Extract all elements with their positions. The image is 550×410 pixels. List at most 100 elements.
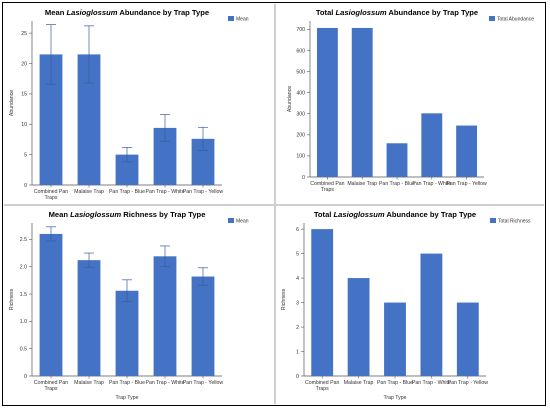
x-tick-label: Malaise Trap [74,189,104,195]
x-tick-label: Pan Trap - Yellow [446,181,487,187]
x-tick-label: Malaise Trap [347,181,377,187]
y-tick-label: 3 [296,300,299,306]
x-tick-label: Traps [316,386,329,392]
x-tick-label: Traps [44,386,57,392]
y-tick-label: 4 [296,276,299,282]
chart-title-italic: Lasioglossum [66,8,117,17]
bar [191,276,215,376]
x-axis-label: Trap Type [383,395,406,401]
y-tick-label: 6 [296,227,299,233]
bar [316,27,338,177]
x-tick-label: Pan Trap - White [146,189,185,195]
bar [421,113,443,177]
bar [77,54,101,185]
legend-label: Mean [236,17,249,23]
y-tick-label: 1.0 [20,319,27,325]
y-tick-label: 200 [296,133,305,139]
chart-total-abundance: Total Lasioglossum Abundance by Trap Typ… [287,8,534,193]
x-tick-label: Combined Pan [34,380,68,386]
bar [384,302,406,376]
bar [153,127,177,185]
y-tick-label: 2 [296,325,299,331]
x-tick-label: Pan Trap - White [412,181,451,187]
bar [39,233,63,376]
chart-title-italic: Lasioglossum [334,210,385,219]
x-tick-label: Malaise Trap [344,380,374,386]
y-axis-label: Richness [9,288,15,310]
x-tick-label: Traps [44,195,57,201]
x-tick-label: Pan Trap - White [146,380,185,386]
chart-title: Mean Lasioglossum Abundance by Trap Type [45,8,209,17]
y-tick-label: 600 [296,48,305,54]
y-tick-label: 100 [296,154,305,160]
x-tick-label: Malaise Trap [74,380,104,386]
legend-swatch [228,218,234,223]
panel-mean-richness: Mean Lasioglossum Richness by Trap Type 0… [4,206,274,404]
chart-title: Total Lasioglossum Abundance by Trap Typ… [314,210,476,219]
x-tick-label: Pan Trap - Yellow [448,380,489,386]
chart-title: Mean Lasioglossum Richness by Trap Type [49,210,206,219]
chart-title: Total Lasioglossum Abundance by Trap Typ… [316,8,478,17]
bar [386,143,408,177]
chart-title-italic: Lasioglossum [70,210,121,219]
chart-title-part: Richness by Trap Type [121,210,205,219]
bar [153,256,177,376]
x-tick-label: Pan Trap - Blue [377,380,413,386]
legend-swatch [228,16,234,21]
bar [77,260,101,376]
chart-title-part: Total [314,210,334,219]
chart-mean-abundance: Mean Lasioglossum Abundance by Trap Type… [9,8,249,210]
y-tick-label: 1.5 [20,292,27,298]
chart-mean-richness: Mean Lasioglossum Richness by Trap Type 0… [9,210,249,401]
x-tick-label: Pan Trap - Yellow [183,189,224,195]
y-axis-label: Abundance [9,90,15,116]
x-tick-label: Pan Trap - Yellow [183,380,224,386]
chart-title-part: Abundance by Trap Type [385,210,477,219]
y-axis-label: Richness [281,288,287,310]
chart-title-part: Mean [45,8,67,17]
bar [347,278,370,376]
bar [351,27,373,177]
x-tick-label: Combined Pan [305,380,339,386]
horizontal-divider [4,204,544,206]
y-tick-label: 2.5 [20,237,27,243]
legend-swatch [490,218,496,223]
x-axis-label: Trap Type [115,395,138,401]
legend-label: Mean [236,219,249,225]
y-tick-label: 0 [302,175,305,181]
chart-title-part: Mean [49,210,71,219]
panel-total-richness: Total Lasioglossum Abundance by Trap Typ… [276,206,544,404]
bar [311,229,334,376]
y-tick-label: 400 [296,90,305,96]
legend-label: Total Richness [498,219,531,225]
y-tick-label: 5 [24,152,27,158]
chart-total-richness: Total Lasioglossum Abundance by Trap Typ… [281,210,531,401]
y-tick-label: 20 [21,61,27,67]
bar [39,54,63,185]
x-tick-label: Combined Pan [34,189,68,195]
y-axis-label: Abundance [287,86,293,112]
y-tick-label: 700 [296,27,305,33]
y-tick-label: 0 [24,183,27,189]
panel-total-abundance: Total Lasioglossum Abundance by Trap Typ… [276,4,544,204]
y-tick-label: 0 [24,374,27,380]
x-tick-label: Traps [321,187,334,193]
chart-title-part: Abundance by Trap Type [387,8,479,17]
y-tick-label: 15 [21,92,27,98]
chart-title-part: Abundance by Trap Type [118,8,210,17]
chart-title-part: Total [316,8,336,17]
y-tick-label: 10 [21,122,27,128]
y-tick-label: 25 [21,31,27,37]
y-tick-label: 0 [296,374,299,380]
bar [420,253,443,376]
bar [115,154,139,185]
y-tick-label: 1 [296,349,299,355]
y-tick-label: 2.0 [20,265,27,271]
y-tick-label: 0.5 [20,346,27,352]
bar [456,302,479,376]
x-tick-label: Pan Trap - Blue [109,189,145,195]
x-tick-label: Pan Trap - Blue [379,181,415,187]
bar [191,138,215,185]
chart-title-italic: Lasioglossum [336,8,387,17]
legend-label: Total Abundance [497,17,534,23]
